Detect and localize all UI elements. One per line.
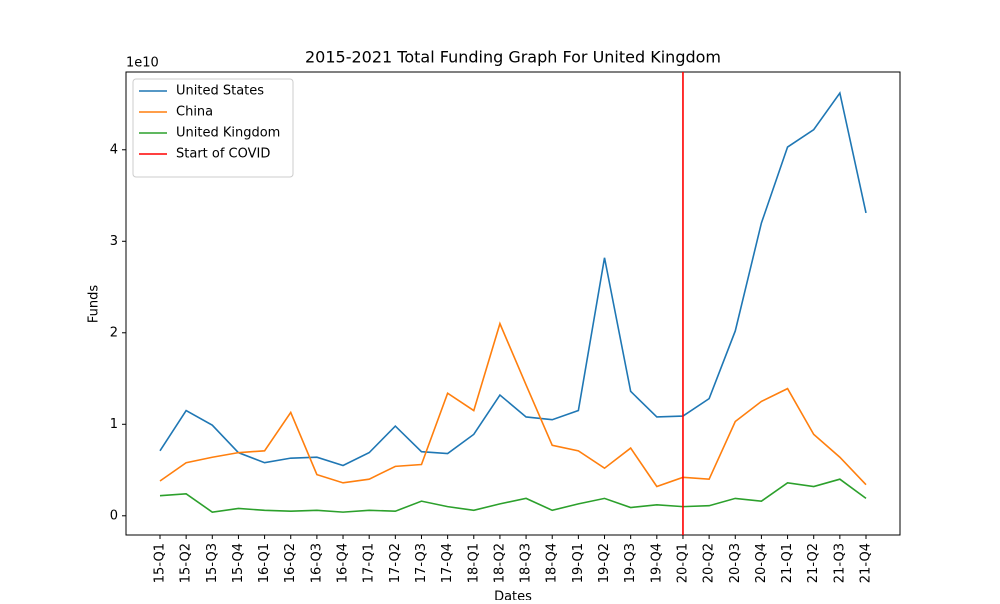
x-tick-label: 21-Q3 (832, 543, 847, 583)
legend-box (132, 78, 294, 178)
chart-title: 2015-2021 Total Funding Graph For United… (305, 48, 721, 67)
x-tick-label: 17-Q2 (388, 543, 403, 583)
x-tick-label: 16-Q1 (257, 543, 272, 583)
x-tick-label: 19-Q1 (571, 543, 586, 583)
x-tick-label: 17-Q1 (362, 543, 377, 583)
series-line (159, 91, 867, 467)
x-tick-label: 20-Q4 (754, 543, 769, 583)
x-tick-label: 15-Q4 (231, 543, 246, 583)
x-tick-label: 16-Q4 (336, 543, 351, 583)
x-tick-label: 18-Q3 (519, 543, 534, 583)
y-axis-label: Funds (87, 285, 102, 323)
y-offset-label: 1e10 (126, 56, 159, 71)
x-tick-label: 19-Q2 (597, 543, 612, 583)
legend-label: China (176, 105, 213, 120)
x-tick-label: 20-Q1 (675, 543, 690, 583)
legend-label: United Kingdom (176, 126, 280, 141)
y-tick-label: 0 (110, 508, 118, 523)
x-tick-label: 15-Q3 (205, 543, 220, 583)
x-tick-label: 15-Q1 (152, 543, 167, 583)
x-tick-label: 18-Q4 (545, 543, 560, 583)
x-tick-label: 21-Q4 (859, 543, 874, 583)
series-line (159, 321, 867, 488)
x-tick-label: 21-Q1 (780, 543, 795, 583)
x-axis-label: Dates (494, 590, 532, 601)
x-tick-label: 19-Q4 (649, 543, 664, 583)
y-tick-label: 1 (110, 417, 118, 432)
x-tick-label: 16-Q3 (309, 543, 324, 583)
x-tick-label: 17-Q3 (414, 543, 429, 583)
x-tick-label: 20-Q3 (728, 543, 743, 583)
plot-area (125, 71, 901, 536)
x-tick-label: 15-Q2 (179, 543, 194, 583)
x-tick-label: 16-Q2 (283, 543, 298, 583)
series-line (159, 478, 867, 513)
legend-label: United States (176, 84, 264, 99)
x-tick-label: 20-Q2 (702, 543, 717, 583)
x-tick-label: 18-Q2 (492, 543, 507, 583)
x-tick-label: 17-Q4 (440, 543, 455, 583)
legend-label: Start of COVID (176, 147, 270, 162)
x-tick-label: 21-Q2 (806, 543, 821, 583)
y-tick-label: 2 (110, 325, 118, 340)
y-tick-label: 3 (110, 234, 118, 249)
x-tick-label: 18-Q1 (466, 543, 481, 583)
y-tick-label: 4 (110, 142, 118, 157)
x-tick-label: 19-Q3 (623, 543, 638, 583)
